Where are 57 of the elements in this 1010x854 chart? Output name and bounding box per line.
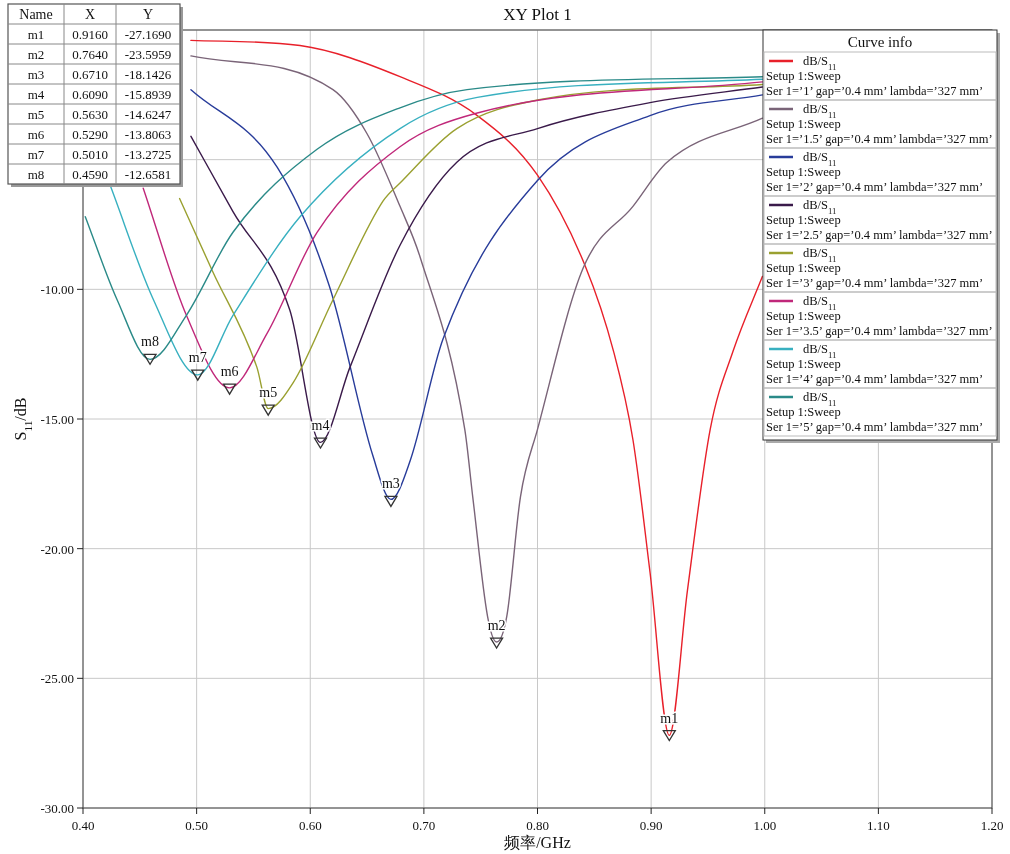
text: m7 bbox=[27, 147, 45, 162]
annotation: 0.5290 bbox=[72, 127, 108, 142]
annotation: 0.9160 bbox=[72, 27, 108, 42]
point bbox=[489, 637, 504, 649]
y-tick-label: -15.00 bbox=[40, 412, 74, 427]
annotation: 0.7640 bbox=[72, 47, 108, 62]
annotation: 0.5630 bbox=[72, 107, 108, 122]
x-tick-label: 0.90 bbox=[639, 818, 663, 833]
x-tick-label: 1.20 bbox=[980, 818, 1004, 833]
annotation: 0.4590 bbox=[72, 167, 108, 182]
annotation: -14.6247 bbox=[124, 107, 172, 122]
point bbox=[143, 353, 157, 365]
y-tick-label: -25.00 bbox=[40, 671, 74, 687]
text: m3 bbox=[27, 67, 45, 82]
annotation: m2 bbox=[487, 617, 506, 633]
text: m8 bbox=[27, 167, 45, 182]
text: m1 bbox=[27, 27, 45, 42]
point bbox=[261, 404, 275, 416]
point bbox=[662, 729, 676, 742]
text: m2 bbox=[27, 47, 45, 62]
annotation: -15.8939 bbox=[124, 87, 172, 102]
annotation: 0.6090 bbox=[72, 87, 108, 102]
annotation: m3 bbox=[381, 476, 400, 492]
y-tick-label: -30.00 bbox=[40, 801, 74, 816]
annotation: -12.6581 bbox=[124, 167, 172, 182]
x-axis-title: 频率/GHz bbox=[504, 834, 571, 851]
annotation: 0.6710 bbox=[72, 67, 108, 82]
x-tick-label: 0.40 bbox=[71, 818, 95, 833]
x-tick-label: 1.00 bbox=[753, 818, 777, 833]
annotation: -13.8063 bbox=[124, 127, 172, 142]
point bbox=[313, 437, 328, 449]
text: m5 bbox=[27, 107, 45, 122]
point bbox=[191, 369, 205, 381]
y-tick-label: -20.00 bbox=[40, 541, 74, 557]
x-tick-label: 0.80 bbox=[526, 818, 549, 833]
chart-title: XY Plot 1 bbox=[503, 5, 572, 24]
legend-title: Curve info bbox=[847, 34, 913, 50]
annotation: 0.5010 bbox=[72, 147, 108, 162]
annotation: m6 bbox=[220, 364, 239, 380]
text: m4 bbox=[27, 87, 45, 102]
x-tick-label: 0.70 bbox=[412, 818, 436, 833]
annotation: -13.2725 bbox=[124, 147, 172, 162]
text: m6 bbox=[27, 127, 45, 142]
legend-label: dB/S$_{11}$ Setup 1:Sweep Ser 1=’5’ gap=’0.4 mm’ lambda=’327 mm’ bbox=[766, 390, 984, 434]
x-tick-label: 0.50 bbox=[185, 818, 208, 833]
annotation: -18.1426 bbox=[124, 67, 172, 82]
text: X bbox=[84, 7, 96, 22]
text: Y bbox=[142, 7, 154, 22]
annotation: -27.1690 bbox=[124, 27, 172, 42]
annotation: m8 bbox=[141, 334, 159, 350]
text: Name bbox=[19, 7, 53, 22]
x-tick-label: 1.10 bbox=[867, 818, 890, 833]
point bbox=[222, 383, 237, 395]
x-tick-label: 0.60 bbox=[298, 818, 322, 833]
point bbox=[384, 495, 398, 508]
y-tick-label: -10.00 bbox=[40, 282, 74, 298]
annotation: -23.5959 bbox=[124, 47, 172, 62]
